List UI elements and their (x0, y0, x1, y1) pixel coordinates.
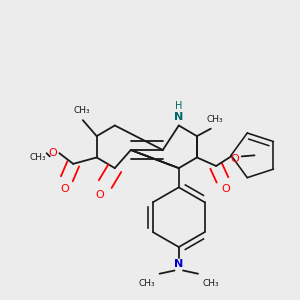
Text: O: O (95, 190, 104, 200)
Text: N: N (174, 112, 183, 122)
Text: H: H (175, 101, 182, 111)
Text: O: O (221, 184, 230, 194)
Text: O: O (230, 154, 239, 164)
Text: CH₃: CH₃ (202, 279, 219, 288)
Text: CH₃: CH₃ (139, 279, 155, 288)
Text: N: N (174, 259, 183, 269)
Text: CH₃: CH₃ (207, 115, 224, 124)
Text: O: O (49, 148, 57, 158)
Text: O: O (60, 184, 69, 194)
Text: CH₃: CH₃ (74, 106, 90, 115)
Text: CH₃: CH₃ (30, 153, 46, 162)
